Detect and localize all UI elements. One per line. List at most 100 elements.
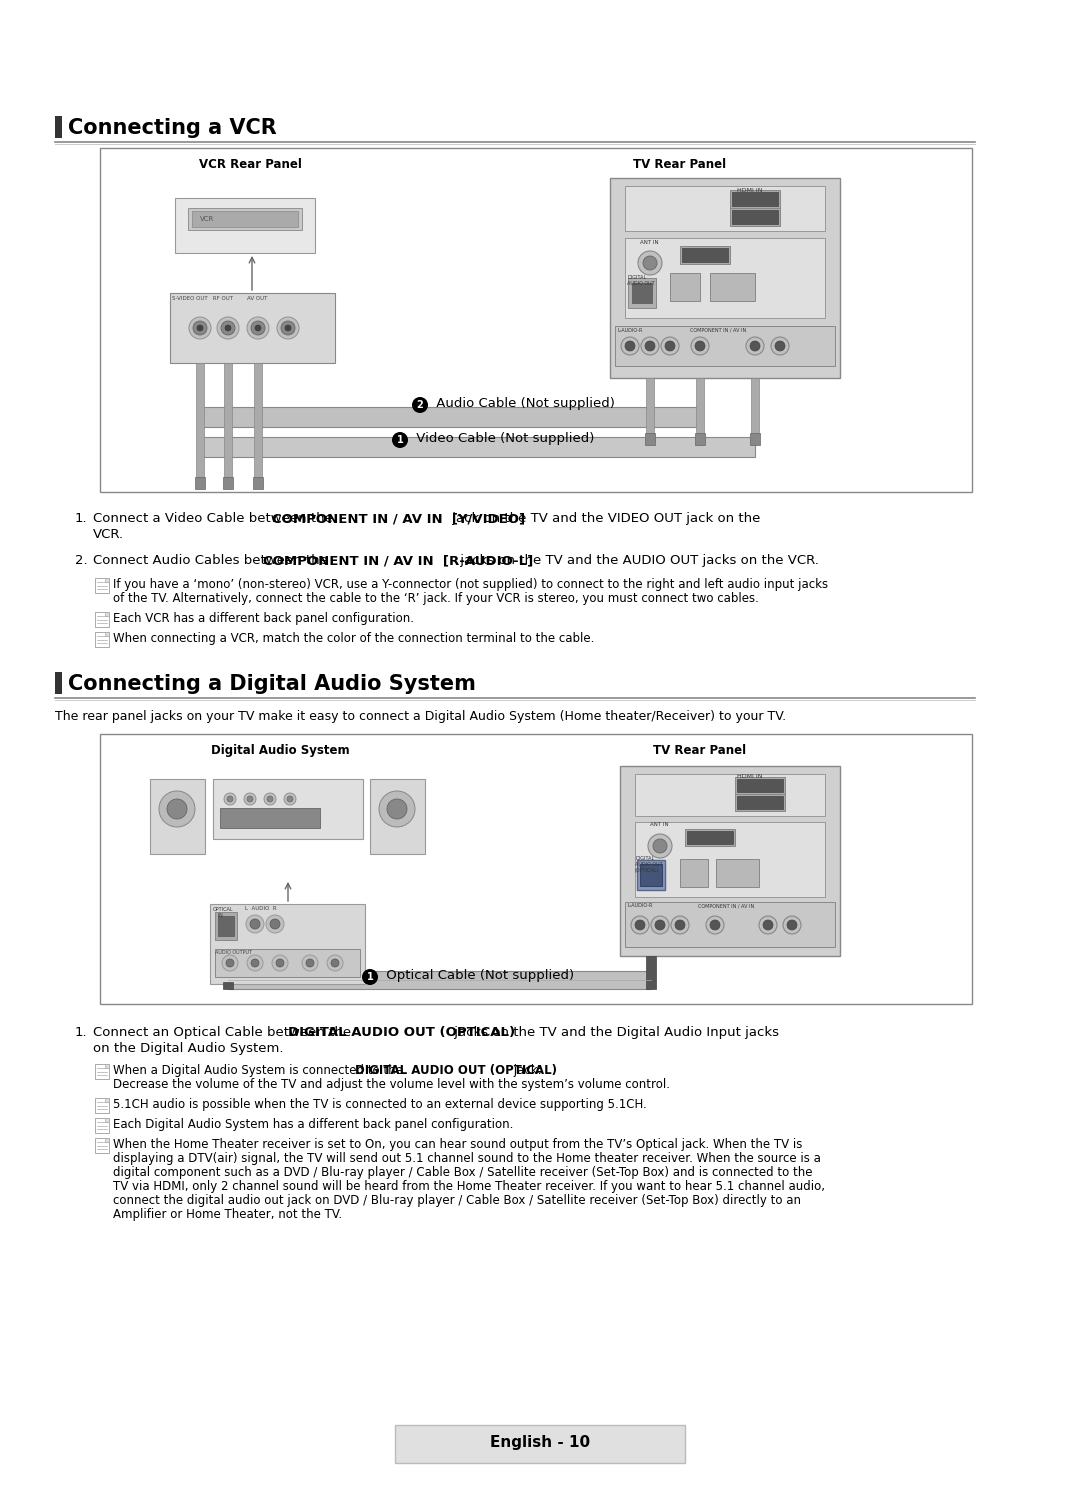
Bar xyxy=(646,955,656,990)
Text: If you have a ‘mono’ (non-stereo) VCR, use a Y-connector (not supplied) to conne: If you have a ‘mono’ (non-stereo) VCR, u… xyxy=(113,577,828,591)
Bar xyxy=(750,433,760,445)
Circle shape xyxy=(651,917,669,934)
Bar xyxy=(200,408,700,427)
Text: Decrease the volume of the TV and adjust the volume level with the system’s volu: Decrease the volume of the TV and adjust… xyxy=(113,1077,670,1091)
Bar xyxy=(687,830,733,844)
Bar xyxy=(228,972,651,990)
Text: connect the digital audio out jack on DVD / Blu-ray player / Cable Box / Satelli: connect the digital audio out jack on DV… xyxy=(113,1193,801,1207)
Circle shape xyxy=(746,336,764,356)
Circle shape xyxy=(244,793,256,805)
Bar xyxy=(625,186,825,231)
Bar xyxy=(710,272,755,301)
Bar xyxy=(95,577,109,594)
Circle shape xyxy=(167,799,187,818)
Text: Audio Cable (Not supplied): Audio Cable (Not supplied) xyxy=(432,397,615,411)
Bar xyxy=(681,248,728,262)
Circle shape xyxy=(227,796,233,802)
Circle shape xyxy=(267,796,273,802)
Text: The rear panel jacks on your TV make it easy to connect a Digital Audio System (: The rear panel jacks on your TV make it … xyxy=(55,710,786,723)
Circle shape xyxy=(362,969,378,985)
Text: DIGITAL AUDIO OUT (OPTICAL): DIGITAL AUDIO OUT (OPTICAL) xyxy=(355,1064,557,1077)
Bar xyxy=(646,378,654,437)
Text: COMPONENT IN / AV IN: COMPONENT IN / AV IN xyxy=(698,903,754,908)
Text: jacks on the TV and the AUDIO OUT jacks on the VCR.: jacks on the TV and the AUDIO OUT jacks … xyxy=(456,554,819,567)
Text: S-VIDEO OUT   RF OUT        AV OUT: S-VIDEO OUT RF OUT AV OUT xyxy=(172,296,268,301)
Text: ANT IN: ANT IN xyxy=(640,240,659,246)
Bar xyxy=(627,278,656,308)
Bar xyxy=(737,796,783,809)
Circle shape xyxy=(387,799,407,818)
Bar xyxy=(685,829,735,847)
Text: jacks on the TV and the Digital Audio Input jacks: jacks on the TV and the Digital Audio In… xyxy=(450,1027,779,1039)
Text: VCR.: VCR. xyxy=(93,528,124,542)
Circle shape xyxy=(272,955,288,972)
Bar xyxy=(215,949,360,978)
Circle shape xyxy=(284,793,296,805)
Circle shape xyxy=(771,336,789,356)
Bar xyxy=(95,1064,109,1079)
Text: of the TV. Alternatively, connect the cable to the ‘R’ jack. If your VCR is ster: of the TV. Alternatively, connect the ca… xyxy=(113,592,759,606)
Text: Each Digital Audio System has a different back panel configuration.: Each Digital Audio System has a differen… xyxy=(113,1117,513,1131)
Bar xyxy=(95,1138,109,1153)
Text: 5.1CH audio is possible when the TV is connected to an external device supportin: 5.1CH audio is possible when the TV is c… xyxy=(113,1098,647,1112)
Bar xyxy=(716,859,759,887)
Bar xyxy=(735,777,785,795)
Circle shape xyxy=(287,796,293,802)
Text: When a Digital Audio System is connected to the: When a Digital Audio System is connected… xyxy=(113,1064,407,1077)
Text: AUDIO OUTPUT: AUDIO OUTPUT xyxy=(215,949,252,955)
Text: When the Home Theater receiver is set to On, you can hear sound output from the : When the Home Theater receiver is set to… xyxy=(113,1138,802,1152)
Bar xyxy=(222,982,233,990)
Text: digital component such as a DVD / Blu-ray player / Cable Box / Satellite receive: digital component such as a DVD / Blu-ra… xyxy=(113,1167,812,1178)
Circle shape xyxy=(222,955,238,972)
Bar xyxy=(395,1426,685,1463)
Bar xyxy=(732,210,778,225)
Bar xyxy=(670,272,700,301)
Circle shape xyxy=(645,341,654,351)
Bar xyxy=(95,612,109,628)
Text: ANT IN: ANT IN xyxy=(650,821,669,827)
Text: jack:: jack: xyxy=(510,1064,542,1077)
Circle shape xyxy=(642,336,659,356)
Circle shape xyxy=(276,317,299,339)
Bar xyxy=(210,905,365,984)
Bar xyxy=(635,821,825,897)
Text: COMPONENT IN / AV IN: COMPONENT IN / AV IN xyxy=(690,327,746,333)
Bar xyxy=(105,1117,109,1122)
Circle shape xyxy=(249,920,260,929)
Bar xyxy=(105,1138,109,1141)
Circle shape xyxy=(631,917,649,934)
Bar xyxy=(55,116,62,138)
Bar xyxy=(195,478,205,490)
Text: Connect a Video Cable between the: Connect a Video Cable between the xyxy=(93,512,337,525)
Bar xyxy=(696,433,705,445)
Bar xyxy=(195,363,204,478)
Text: English - 10: English - 10 xyxy=(490,1436,590,1451)
Circle shape xyxy=(247,317,269,339)
Text: Video Cable (Not supplied): Video Cable (Not supplied) xyxy=(411,432,594,445)
Text: DIGITAL
AUDIO OUT: DIGITAL AUDIO OUT xyxy=(627,275,654,286)
Text: Connecting a Digital Audio System: Connecting a Digital Audio System xyxy=(68,674,476,693)
Circle shape xyxy=(379,792,415,827)
Circle shape xyxy=(762,920,773,930)
Bar xyxy=(218,917,234,936)
Text: TV via HDMI, only 2 channel sound will be heard from the Home Theater receiver. : TV via HDMI, only 2 channel sound will b… xyxy=(113,1180,825,1193)
Circle shape xyxy=(327,955,343,972)
Bar xyxy=(610,179,840,378)
Bar xyxy=(645,433,654,445)
Circle shape xyxy=(710,920,720,930)
Bar xyxy=(730,190,780,208)
Text: Connect an Optical Cable between the: Connect an Optical Cable between the xyxy=(93,1027,355,1039)
Bar xyxy=(215,912,237,940)
Bar xyxy=(735,795,785,811)
Circle shape xyxy=(759,917,777,934)
Text: 2: 2 xyxy=(417,400,423,411)
Bar xyxy=(220,808,320,827)
Text: Optical Cable (Not supplied): Optical Cable (Not supplied) xyxy=(382,969,575,982)
Circle shape xyxy=(671,917,689,934)
Circle shape xyxy=(264,793,276,805)
Bar xyxy=(213,780,363,839)
Text: HDMI IN: HDMI IN xyxy=(738,774,762,780)
Circle shape xyxy=(285,324,291,330)
Text: displaying a DTV(air) signal, the TV will send out 5.1 channel sound to the Home: displaying a DTV(air) signal, the TV wil… xyxy=(113,1152,821,1165)
Text: Amplifier or Home Theater, not the TV.: Amplifier or Home Theater, not the TV. xyxy=(113,1208,342,1222)
